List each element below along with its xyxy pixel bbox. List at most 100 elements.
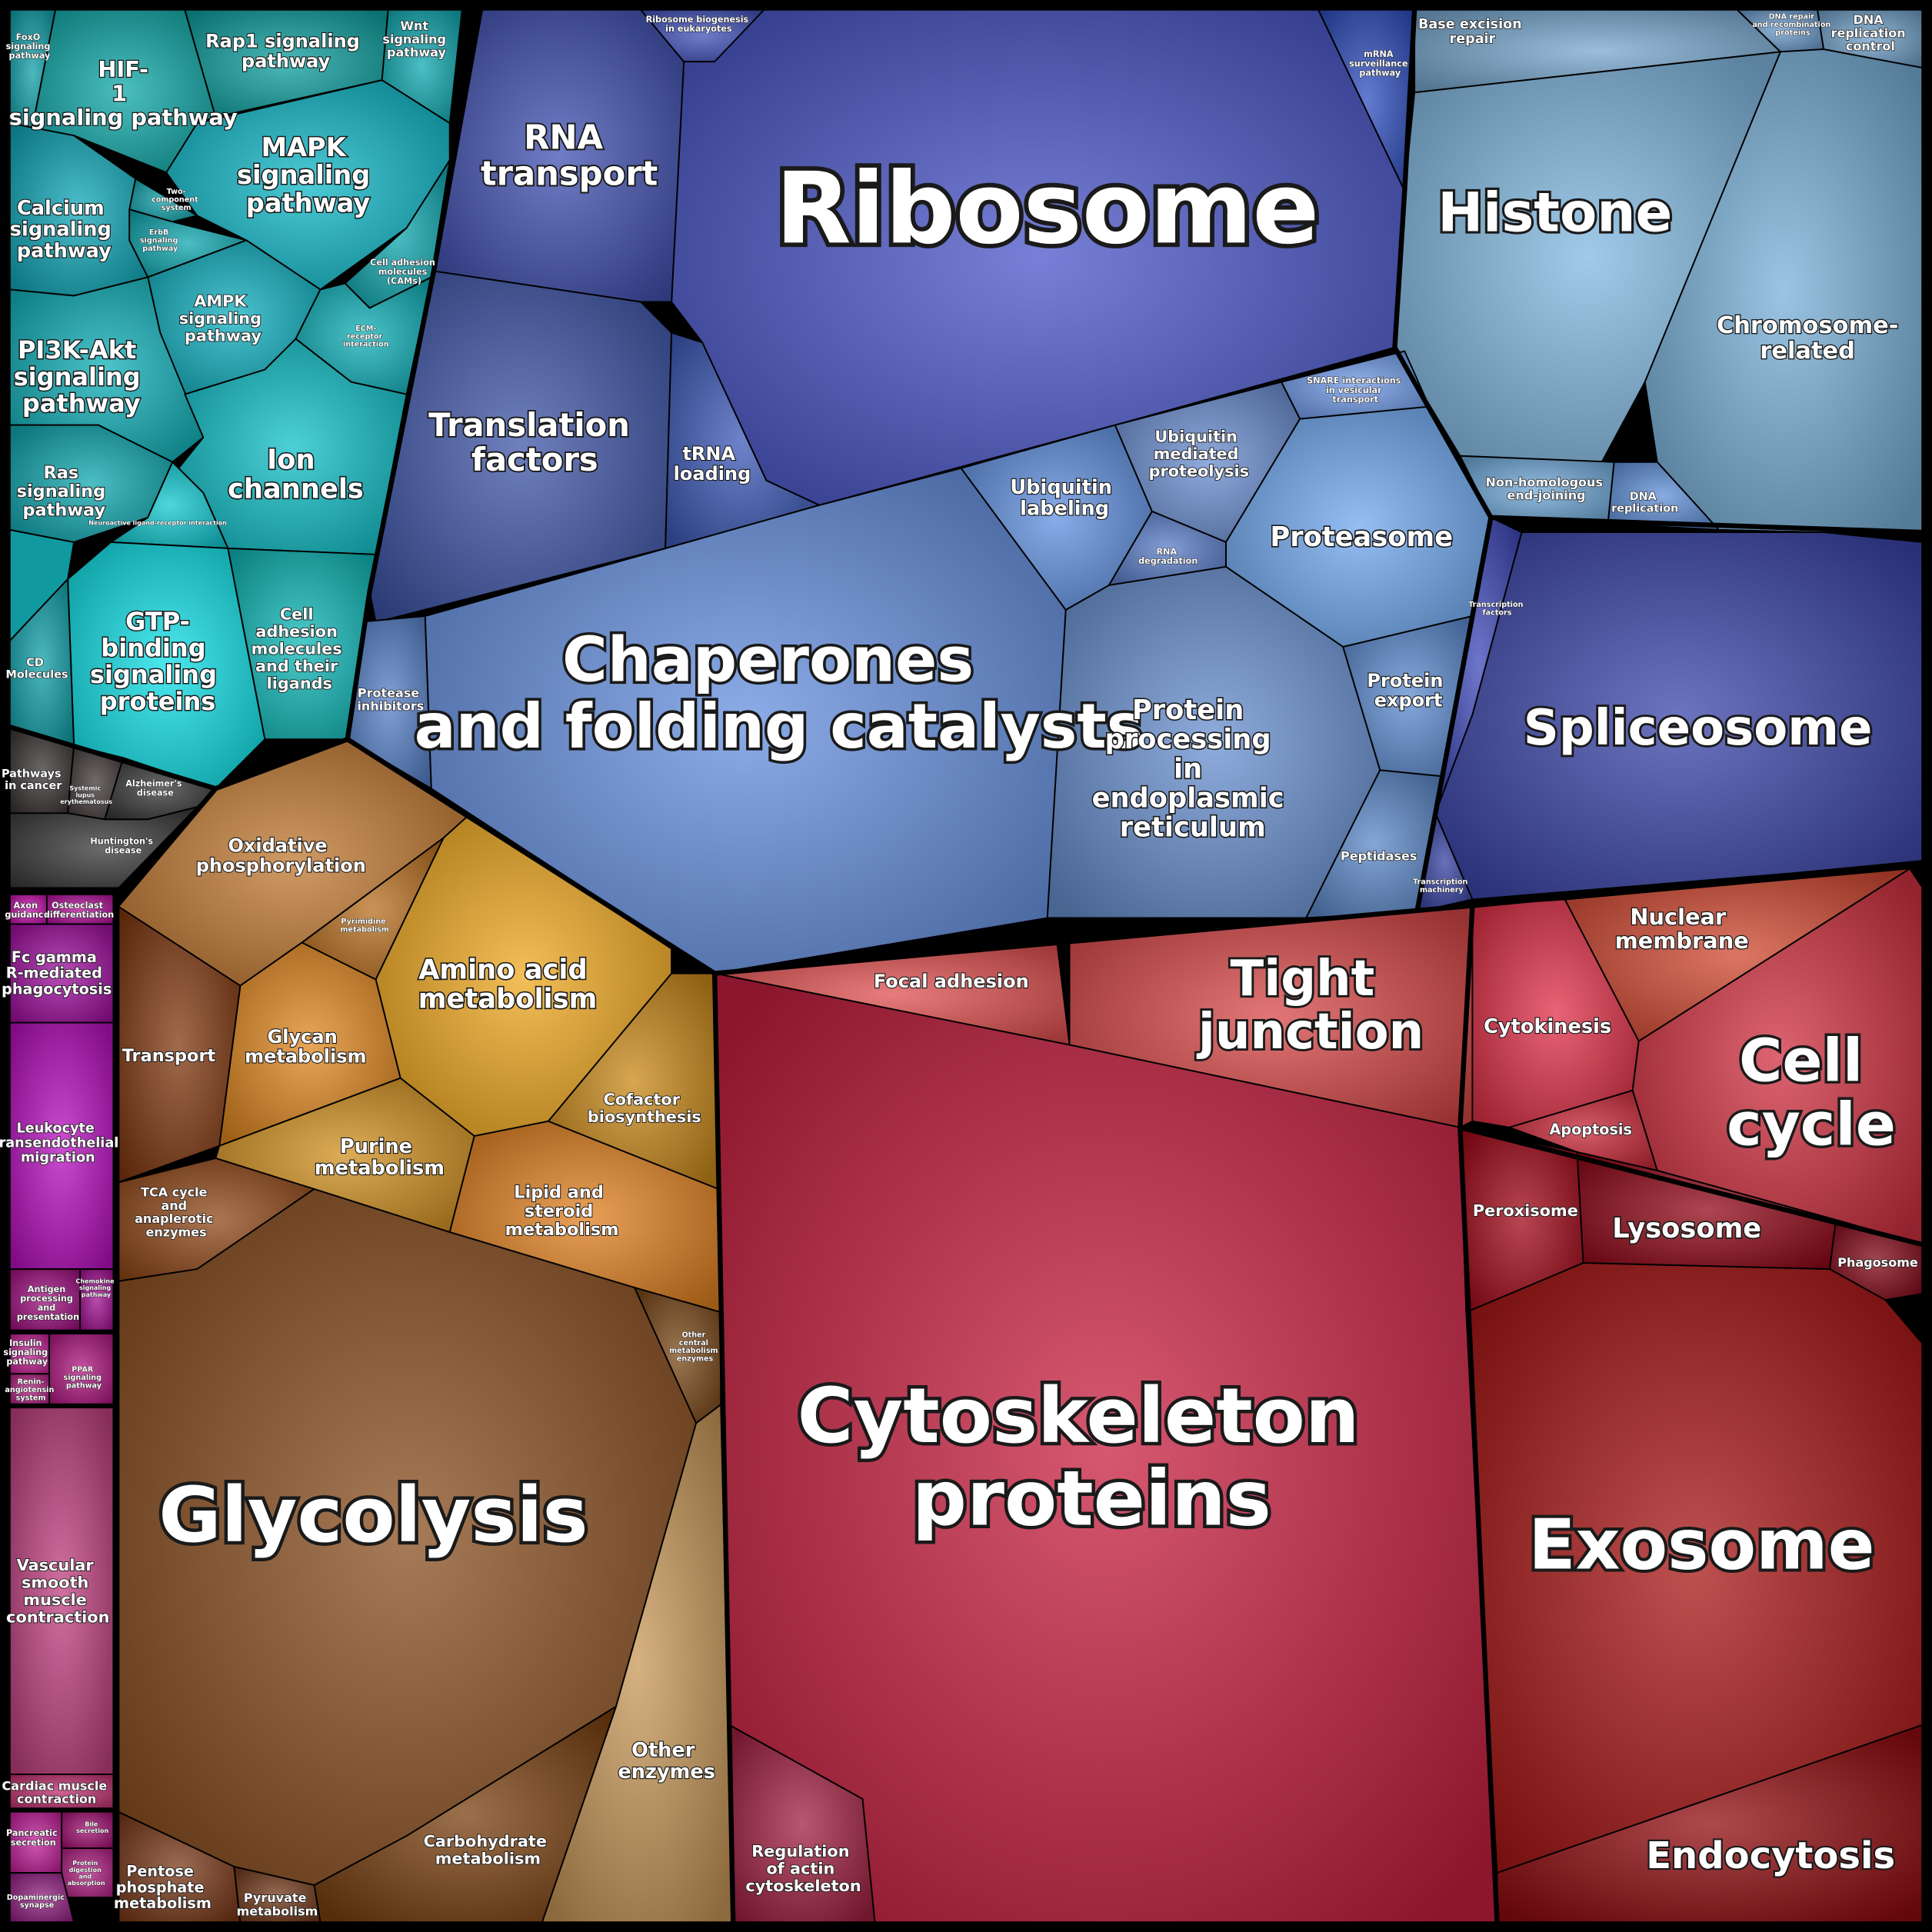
label-line: Lysosome xyxy=(1612,1213,1761,1244)
label-line: Non-homologous xyxy=(1486,475,1607,489)
label-line: signaling xyxy=(6,42,54,52)
cell-label: tRNA loading xyxy=(674,443,751,485)
label-line: in cancer xyxy=(5,780,62,792)
label-line: export xyxy=(1374,690,1443,711)
cell-label: Ribosome xyxy=(775,152,1319,266)
label-line: reticulum xyxy=(1120,811,1266,843)
label-line: signaling xyxy=(64,1374,105,1382)
cell-label: Purine metabolism xyxy=(315,1135,445,1180)
label-line: signaling xyxy=(179,309,268,328)
label-line: system xyxy=(16,1394,46,1402)
label-line: Cytoskeleton xyxy=(798,1372,1387,1461)
label-line: signaling pathway xyxy=(9,105,238,131)
label-line: Regulation xyxy=(751,1842,854,1860)
label-line: pathway xyxy=(1359,68,1401,78)
label-line: enzymes xyxy=(618,1760,715,1784)
group-border xyxy=(1392,9,1923,535)
label-line: Phagosome xyxy=(1837,1255,1918,1270)
cell-label: MAPK signaling pathway xyxy=(237,132,379,218)
label-line: processing xyxy=(20,1294,76,1304)
cell-label: Lysosome xyxy=(1612,1213,1761,1244)
cell-label: Protein digestion and absorption xyxy=(68,1860,105,1887)
label-line: metabolism xyxy=(505,1220,619,1240)
label-line: biosynthesis xyxy=(588,1108,701,1126)
label-line: Peptidases xyxy=(1341,848,1417,863)
group-border xyxy=(711,973,736,1923)
label-line: signaling xyxy=(237,160,379,190)
cell-label: Spliceosome xyxy=(1524,700,1873,757)
label-line: labeling xyxy=(1020,498,1109,521)
label-line: Systemic xyxy=(69,784,103,791)
label-line: R-mediated xyxy=(6,964,108,981)
label-line: Pathways xyxy=(2,768,65,780)
label-line: (CAMs) xyxy=(387,276,421,286)
cell-label: Tight junction xyxy=(1196,950,1424,1060)
label-line: adhesion xyxy=(255,622,343,641)
label-line: signaling xyxy=(3,1347,51,1357)
label-line: molecules xyxy=(251,639,348,658)
label-line: Chemokine xyxy=(76,1277,117,1284)
label-line: Cell adhesion xyxy=(370,258,438,268)
label-line: pathway xyxy=(9,51,51,61)
cell-label: Base excision repair xyxy=(1418,17,1527,47)
label-line: signaling xyxy=(382,32,450,46)
cell-label: Cell adhesion molecules (CAMs) xyxy=(370,258,438,286)
label-line: surveillance xyxy=(1349,58,1411,68)
label-line: component xyxy=(152,196,201,205)
group-border xyxy=(9,887,120,1923)
label-line: Osteoclast xyxy=(52,901,106,911)
cell-label: Pentose phosphate metabolism xyxy=(114,1862,212,1912)
label-line: Alzheimer's xyxy=(125,778,185,788)
cell-label: Two-component system xyxy=(152,188,201,212)
label-line: Leukocyte xyxy=(17,1121,99,1137)
cell-label: Rap1 signaling pathway xyxy=(205,30,366,72)
label-line: and recombination xyxy=(1752,21,1833,29)
label-line: Bile xyxy=(85,1820,100,1827)
label-line: metabolism xyxy=(114,1894,212,1912)
cell-label: CD Molecules xyxy=(6,657,68,681)
cell-label: Other enzymes xyxy=(618,1739,715,1784)
label-line: synapse xyxy=(20,1901,55,1910)
cell-label: Huntington's disease xyxy=(90,837,156,856)
label-line: migration xyxy=(21,1151,95,1166)
cell-label: PI3K-Akt signaling pathway xyxy=(14,335,149,418)
label-line: in eukaryotes xyxy=(665,24,732,34)
label-line: Exosome xyxy=(1528,1506,1874,1586)
label-line: channels xyxy=(228,473,364,505)
cell-label: Dopaminergic synapse xyxy=(7,1894,68,1910)
label-line: phosphorylation xyxy=(196,854,366,876)
group-border xyxy=(115,787,218,908)
label-line: disease xyxy=(105,846,142,856)
label-line: Focal adhesion xyxy=(874,971,1029,992)
cell-label: Cell adhesion molecules and their ligand… xyxy=(251,605,348,692)
label-line: absorption xyxy=(68,1880,105,1887)
label-line: smooth xyxy=(22,1574,95,1592)
cell-label: AMPK signaling pathway xyxy=(179,291,268,345)
cell-label: Osteoclast differentiation xyxy=(44,901,114,920)
cell-label: Apoptosis xyxy=(1550,1121,1632,1138)
cell-label: ECM-receptor interaction xyxy=(343,325,389,349)
label-line: Huntington's xyxy=(90,837,156,847)
label-line: secretion xyxy=(11,1837,56,1847)
label-line: Translation xyxy=(428,406,641,444)
label-line: proteins xyxy=(912,1455,1271,1544)
label-line: related xyxy=(1760,337,1855,364)
label-line: pathway xyxy=(185,326,261,345)
label-line: ECM- xyxy=(355,325,376,333)
label-line: Vascular xyxy=(17,1556,99,1574)
label-line: presentation xyxy=(17,1312,79,1322)
label-line: Ubiquitin xyxy=(1154,428,1243,446)
cell-label: Leukocyte transendothelial migration xyxy=(0,1121,123,1166)
cell-label: Protein export xyxy=(1367,670,1449,711)
label-line: metabolism xyxy=(340,925,388,934)
label-line: Nuclear xyxy=(1630,904,1734,930)
label-line: FoxO xyxy=(16,32,44,42)
label-line: Ribosome biogenesis xyxy=(646,15,752,25)
label-line: contraction xyxy=(17,1791,96,1806)
label-line: Transcription xyxy=(1468,601,1526,609)
label-line: differentiation xyxy=(44,910,114,920)
label-line: Glycolysis xyxy=(158,1471,588,1560)
label-line: erythematosus xyxy=(60,798,112,804)
group-borders xyxy=(8,9,1923,1923)
cell-label: Cofactor biosynthesis xyxy=(588,1091,701,1126)
